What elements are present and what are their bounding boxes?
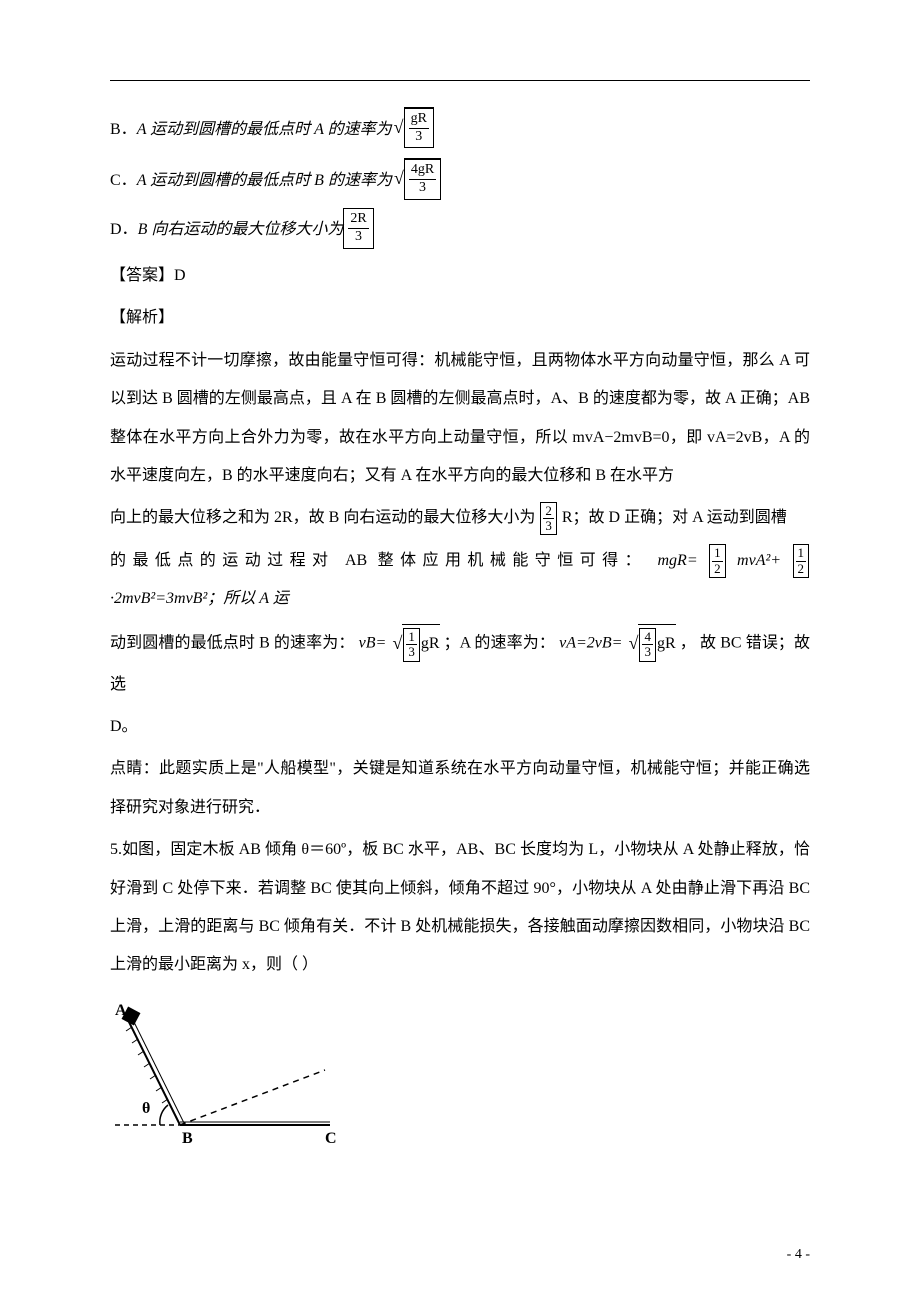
- answer-label: 【答案】D: [110, 257, 810, 295]
- va-sqrt: √ 4 3 gR: [629, 622, 676, 665]
- option-c-sqrt: √ 4gR 3: [394, 157, 441, 200]
- option-b-prefix: B．: [110, 111, 137, 149]
- sqrt-icon: √: [629, 622, 639, 665]
- page-number: - 4 -: [787, 1238, 810, 1272]
- explain-p3: 的最低点的运动过程对 AB 整体应用机械能守恒可得： mgR= 1 2 mvA²…: [110, 542, 810, 619]
- explain-p4: 动到圆槽的最低点时 B 的速率为： vB= √ 1 3 gR ；A 的速率为： …: [110, 622, 810, 704]
- label-c: C: [325, 1130, 337, 1145]
- explain-p2: 向上的最大位移之和为 2R，故 B 向右运动的最大位移大小为 2 3 R；故 D…: [110, 499, 810, 537]
- vb-sqrt: √ 1 3 gR: [392, 622, 439, 665]
- explain-p2-frac: 2 3: [540, 502, 557, 536]
- option-d-frac: 2R 3: [343, 208, 373, 249]
- option-b-frac: gR 3: [404, 108, 434, 149]
- explain-p1: 运动过程不计一切摩擦，故由能量守恒可得：机械能守恒，且两物体水平方向动量守恒，那…: [110, 342, 810, 496]
- option-d: D． B 向右运动的最大位移大小为 2R 3: [110, 208, 810, 249]
- sqrt-icon: √: [394, 106, 404, 149]
- option-c-text: A 运动到圆槽的最低点时 B 的速率为: [137, 162, 392, 200]
- option-c-prefix: C．: [110, 162, 137, 200]
- option-b: B． A 运动到圆槽的最低点时 A 的速率为 √ gR 3: [110, 106, 810, 149]
- option-c-frac: 4gR 3: [404, 159, 441, 200]
- sqrt-icon: √: [394, 157, 404, 200]
- option-d-text: B 向右运动的最大位移大小为: [138, 211, 344, 249]
- sqrt-icon: √: [392, 622, 402, 665]
- explain-note: 点睛：此题实质上是"人船模型"，关键是知道系统在水平方向动量守恒，机械能守恒；并…: [110, 750, 810, 827]
- explain-p3-frac1: 1 2: [709, 544, 726, 578]
- incline-diagram: A B C θ: [110, 995, 810, 1160]
- explain-p5: D。: [110, 708, 810, 746]
- label-b: B: [182, 1130, 193, 1145]
- top-rule: [110, 80, 810, 81]
- option-d-prefix: D．: [110, 211, 138, 249]
- option-b-sqrt: √ gR 3: [394, 106, 434, 149]
- label-a: A: [115, 1002, 127, 1019]
- option-c: C． A 运动到圆槽的最低点时 B 的速率为 √ 4gR 3: [110, 157, 810, 200]
- explain-label: 【解析】: [110, 299, 810, 337]
- option-b-text: A 运动到圆槽的最低点时 A 的速率为: [137, 111, 392, 149]
- question-5: 5.如图，固定木板 AB 倾角 θ＝60º，板 BC 水平，AB、BC 长度均为…: [110, 831, 810, 985]
- explain-p3-frac2: 1 2: [793, 544, 810, 578]
- label-theta: θ: [142, 1100, 150, 1117]
